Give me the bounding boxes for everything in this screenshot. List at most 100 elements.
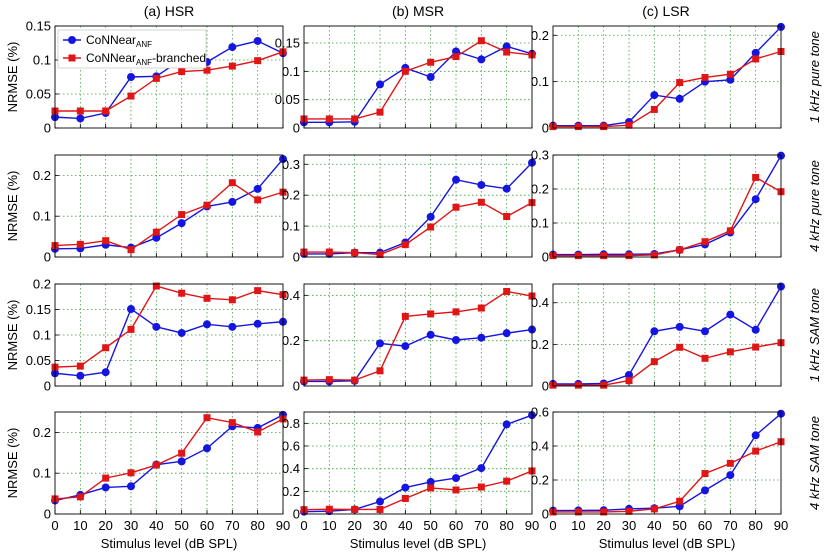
data-point <box>102 237 110 245</box>
data-point <box>675 322 684 331</box>
x-tick-label: 70 <box>723 518 737 533</box>
data-point <box>426 73 435 81</box>
x-tick-label: 80 <box>748 518 762 533</box>
data-point <box>600 252 608 260</box>
data-point <box>76 362 84 370</box>
x-tick-label: 30 <box>622 518 636 533</box>
data-point <box>452 335 460 344</box>
data-point <box>502 184 511 193</box>
column-title-msr: (b) MSR <box>392 3 444 19</box>
row-label: 1 kHz SAM tone <box>807 288 822 382</box>
data-point <box>701 354 709 362</box>
legend-label-blue: CoNNearANF <box>86 33 152 49</box>
column-title-hsr: (a) HSR <box>144 3 195 19</box>
data-point <box>178 449 186 457</box>
x-tick-label: 40 <box>647 518 661 533</box>
y-tick-label: 0.6 <box>531 405 549 420</box>
data-point <box>701 73 709 81</box>
x-tick-label: 70 <box>474 518 488 533</box>
y-tick-label: 0 <box>293 121 300 136</box>
data-point <box>228 43 237 52</box>
data-point <box>376 251 384 259</box>
data-point <box>625 370 633 379</box>
x-tick-label: 40 <box>149 518 163 533</box>
y-tick-label: 0.05 <box>275 92 300 107</box>
y-tick-label: 0 <box>44 379 51 394</box>
legend-label-red-sub: ANF <box>136 58 152 67</box>
data-point <box>477 464 486 473</box>
data-point <box>426 212 435 221</box>
data-point <box>600 123 608 131</box>
data-point <box>477 304 485 312</box>
x-axis-label: Stimulus level (dB SPL) <box>101 536 238 551</box>
series-connear-anf-branched <box>300 198 536 259</box>
data-point <box>76 114 85 123</box>
panel-frame <box>552 25 782 129</box>
y-axis-labels: NRMSE (%) NRMSE (%) NRMSE (%) NRMSE (%) <box>5 42 20 499</box>
data-point <box>650 251 658 259</box>
data-point <box>401 67 409 75</box>
series-connear-anf <box>549 22 785 130</box>
series-line <box>54 416 284 500</box>
x-tick-label: 60 <box>200 518 214 533</box>
data-point <box>452 486 460 494</box>
x-tick-label: 30 <box>373 518 387 533</box>
data-point <box>503 213 511 221</box>
y-tick-label: 0.2 <box>282 333 300 348</box>
x-tick-label: 0 <box>549 518 556 533</box>
series-connear-anf <box>549 282 785 388</box>
x-tick-label: 80 <box>499 518 513 533</box>
y-tick-label: 0.15 <box>26 302 51 317</box>
x-tick-label: 90 <box>525 518 539 533</box>
y-tick-label: 0.15 <box>26 19 51 34</box>
data-point <box>477 483 485 491</box>
data-point <box>228 197 237 206</box>
data-point <box>477 198 485 206</box>
data-point <box>177 219 186 228</box>
series-connear-anf <box>300 42 536 127</box>
data-point <box>427 58 435 66</box>
data-point <box>101 483 110 492</box>
x-tick-label: 80 <box>250 518 264 533</box>
series-connear-anf-branched <box>549 438 785 516</box>
panel-frame <box>54 25 284 129</box>
column-title-lsr: (c) LSR <box>642 3 689 19</box>
data-point <box>127 246 135 254</box>
data-point <box>102 344 110 352</box>
data-point <box>477 37 485 45</box>
series-line <box>304 45 533 124</box>
series-connear-anf-branched <box>300 287 536 384</box>
data-point <box>254 428 262 436</box>
data-point <box>503 287 511 295</box>
series-line <box>553 286 782 385</box>
data-point <box>676 246 684 254</box>
panel-r2-msr: 0 0.1 0.2 0.3 <box>282 154 536 265</box>
y-tick-label: 0.2 <box>531 28 549 43</box>
panel-frame <box>552 411 782 515</box>
series-line <box>553 176 782 257</box>
data-point <box>502 329 511 338</box>
data-point <box>76 107 84 115</box>
y-tick-label: 0.2 <box>282 484 300 499</box>
panel-r1-lsr: 0 0.1 0.2 <box>531 22 785 136</box>
data-point <box>625 377 633 385</box>
data-point <box>726 70 734 78</box>
series-line <box>553 26 782 127</box>
data-point <box>376 339 384 348</box>
data-point <box>152 233 161 242</box>
panel-r3-hsr: 0 0.05 0.1 0.15 0.2 <box>26 277 287 394</box>
y-axis-label: NRMSE (%) <box>5 428 20 499</box>
column-titles: (a) HSR (b) MSR (c) LSR <box>144 3 690 19</box>
y-axis-label: NRMSE (%) <box>5 42 20 113</box>
series-connear-anf <box>300 411 536 516</box>
panel-r4-hsr: 0 0.1 0.2 0 10 20 30 40 50 60 70 80 90 <box>33 410 290 533</box>
data-point <box>76 493 84 501</box>
x-tick-label: 50 <box>672 518 686 533</box>
data-point <box>178 289 186 297</box>
data-point <box>203 201 211 209</box>
y-tick-label: 0.3 <box>531 148 549 163</box>
x-axis-label: Stimulus level (dB SPL) <box>599 536 736 551</box>
data-point <box>325 376 333 384</box>
data-point <box>701 327 709 336</box>
y-tick-label: 0.05 <box>26 87 51 102</box>
